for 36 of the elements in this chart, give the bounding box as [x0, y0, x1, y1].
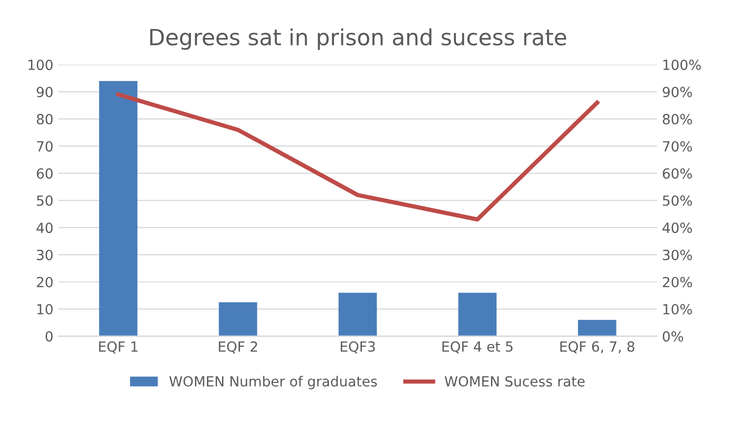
y2-tick-label: 50%	[662, 195, 692, 206]
y-tick-label: 90	[36, 86, 53, 98]
x-tick-label: EQF3	[340, 341, 375, 354]
y2-tick-label: 60%	[662, 168, 692, 179]
y2-tick-label: 40%	[662, 222, 692, 234]
x-tick-label: EQF 2	[218, 341, 258, 354]
y-tick-label: 80	[36, 114, 53, 124]
y2-tick-label: 80%	[662, 114, 692, 124]
y-tick-label: 0	[46, 331, 53, 342]
bar	[218, 302, 258, 336]
y-tick-label: 20	[36, 276, 53, 288]
y-tick-label: 60	[36, 168, 53, 179]
y2-tick-label: 70%	[663, 141, 692, 152]
y-tick-label: 30	[36, 250, 53, 260]
x-tick-label: EQF 4 et 5	[442, 341, 513, 354]
legend-label: WOMEN Number of graduates	[169, 376, 377, 390]
y2-tick-label: 100%	[663, 60, 701, 70]
y2-tick-label: 30%	[662, 250, 692, 260]
y-tick-label: 50	[36, 195, 53, 206]
x-tick-label: EQF 1	[99, 341, 138, 354]
chart-title: Degrees sat in prison and sucess rate	[150, 28, 566, 50]
x-tick-label: EQF 6, 7, 8	[560, 341, 634, 354]
bar	[338, 292, 377, 336]
y-tick-label: 70	[37, 141, 53, 152]
y-tick-label: 100	[28, 60, 53, 70]
y2-tick-label: 0%	[662, 331, 684, 342]
y2-tick-label: 10%	[663, 304, 692, 314]
y2-tick-label: 90%	[662, 86, 692, 98]
y-tick-label: 40	[36, 222, 53, 234]
line-series	[116, 92, 600, 222]
bar	[99, 80, 138, 336]
y-tick-label: 10	[37, 304, 53, 314]
bar	[458, 292, 497, 336]
bar	[578, 320, 616, 336]
legend-label: WOMEN Sucess rate	[444, 376, 585, 387]
y2-tick-label: 20%	[662, 276, 692, 288]
